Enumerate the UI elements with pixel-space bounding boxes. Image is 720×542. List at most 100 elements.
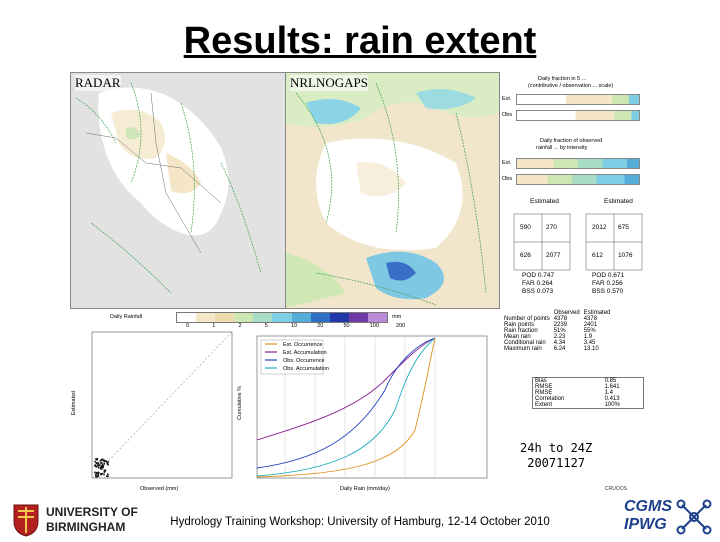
scatter-point bbox=[103, 460, 106, 463]
colorbar-tick-label: 5 bbox=[264, 323, 268, 329]
colorbar-ticks: 0 1 2 5 10 20 50 100 200 bbox=[176, 323, 405, 331]
scatter-point bbox=[99, 467, 102, 470]
stats-cell: 6.24 bbox=[553, 346, 566, 352]
radar-map-graphic bbox=[75, 82, 262, 294]
colorbar: Daily Rainfall 0 1 2 5 10 20 50 100 200 mm bbox=[110, 312, 450, 334]
scatter-point bbox=[102, 466, 104, 469]
cgms-logo-text: CGMS IPWG bbox=[624, 498, 672, 534]
cumulative-plot: Est. Occurrence Est. Accumulation Obs. Occ… bbox=[237, 330, 495, 495]
stats-cell: Rain fraction bbox=[504, 328, 538, 334]
error-cell: Extent bbox=[535, 402, 553, 408]
scatter-point bbox=[106, 473, 109, 476]
stats-table-panel: Observed Estimated Number of points 4378 4… bbox=[502, 310, 645, 352]
stats-cell: 51% bbox=[553, 328, 566, 334]
stats-cell: 3.45 bbox=[583, 340, 596, 346]
radar-map-label: RADAR bbox=[75, 75, 121, 91]
network-icon bbox=[676, 499, 712, 535]
stats-cell: 2.23 bbox=[553, 334, 566, 340]
figure-credit: CRUOOS bbox=[605, 486, 627, 492]
scatter-point bbox=[100, 468, 103, 470]
curve-est-accumulation bbox=[256, 337, 436, 441]
scatter-plot-graphic bbox=[91, 331, 233, 479]
scatter-point bbox=[98, 464, 101, 467]
error-cell: Correlation bbox=[535, 396, 565, 402]
period-line-2: 20071127 bbox=[527, 456, 586, 470]
scatter-point bbox=[103, 463, 106, 465]
period-label: 24h to 24Z 20071127 bbox=[520, 441, 592, 471]
score-right-bss: BSS 0.570 bbox=[592, 288, 624, 295]
cont-left-3: 2077 bbox=[546, 252, 561, 259]
stats-cell: 1.9 bbox=[583, 334, 593, 340]
scatter-point bbox=[97, 465, 99, 467]
colorbar-unit: mm bbox=[392, 314, 402, 320]
cont-right-1: 675 bbox=[618, 224, 629, 231]
stats-cell: 4378 bbox=[583, 316, 598, 322]
stats-header-2: Estimated bbox=[583, 310, 611, 316]
cumulative-legend: Est. Occurrence Est. Accumulation Obs. Occ… bbox=[283, 341, 329, 373]
colorbar-tick-label: 200 bbox=[396, 323, 406, 329]
cont-left-1: 270 bbox=[546, 224, 557, 231]
scatter-point bbox=[94, 471, 96, 474]
scatter-point bbox=[94, 465, 97, 468]
scatter-point bbox=[105, 460, 107, 463]
slide-footer: Hydrology Training Workshop: University … bbox=[170, 516, 550, 528]
radar-map: RADAR bbox=[70, 72, 287, 309]
scatter-point bbox=[103, 470, 106, 473]
colorbar-swatch bbox=[348, 313, 368, 322]
scatter-point bbox=[96, 458, 98, 460]
stats-cell: 2239 bbox=[553, 322, 568, 328]
university-line-2: BIRMINGHAM bbox=[46, 520, 126, 534]
scatter-point bbox=[106, 475, 108, 478]
scatter-point bbox=[100, 466, 102, 469]
scatter-point bbox=[107, 463, 109, 466]
scatter-point bbox=[103, 473, 105, 476]
scatter-point bbox=[100, 473, 102, 476]
scatter-point bbox=[104, 469, 107, 472]
table-row: Mean rain 2.23 1.9 bbox=[502, 334, 612, 340]
cont-right-2: 612 bbox=[592, 252, 603, 259]
colorbar-swatches bbox=[176, 312, 388, 323]
error-cell: RMSE bbox=[535, 390, 553, 396]
stats-cell: 4.34 bbox=[553, 340, 566, 346]
table-row: Rain points 2239 2401 bbox=[502, 322, 612, 328]
stats-table: Observed Estimated Number of points 4378 4… bbox=[502, 310, 612, 352]
stats-cell: Mean rain bbox=[504, 334, 531, 340]
cont-right-0: 2012 bbox=[592, 224, 607, 231]
scatter-point bbox=[100, 462, 103, 464]
bars-title-3: Daily fraction of observed bbox=[540, 138, 603, 144]
cont-right-3: 1076 bbox=[618, 252, 633, 259]
score-left-pod: POD 0.747 bbox=[522, 272, 555, 279]
table-row: Conditional rain 4.34 3.45 bbox=[502, 340, 612, 346]
scatter-point bbox=[95, 462, 98, 464]
bars-title-4: rainfall ... by intensity bbox=[536, 145, 588, 151]
score-right-far: FAR 0.256 bbox=[592, 280, 623, 287]
legend-entry: Obs. Occurrence bbox=[283, 358, 325, 364]
scatter-point bbox=[95, 458, 97, 460]
table-row: Maximum rain 6.24 13.10 bbox=[502, 346, 612, 352]
scatter-point bbox=[95, 473, 97, 476]
colorbar-swatch bbox=[310, 313, 330, 322]
scatter-point bbox=[94, 460, 96, 463]
scatter-point bbox=[107, 461, 109, 464]
scatter-point bbox=[97, 473, 99, 476]
cumulative-plot-graphic bbox=[256, 335, 488, 479]
error-cell: RMSE bbox=[535, 384, 553, 390]
table-row: RMSE 1.641 bbox=[533, 384, 643, 390]
university-name: UNIVERSITY OF BIRMINGHAM bbox=[46, 505, 138, 535]
colorbar-swatch bbox=[329, 313, 349, 322]
stats-header-row: Observed Estimated bbox=[502, 310, 612, 316]
intensity-bars-panel: Daily fraction in 5 ... (contributive / … bbox=[500, 72, 645, 192]
scatter-point bbox=[101, 472, 104, 475]
error-table: Bias 0.85 RMSE 1.641 RMSE 1.4 Correlation 0.… bbox=[533, 378, 643, 408]
scatter-point bbox=[100, 465, 103, 468]
obs-fraction-bar bbox=[516, 110, 640, 121]
est-fraction-bar bbox=[516, 94, 640, 105]
bars-title-1: Daily fraction in 5 ... bbox=[538, 76, 587, 82]
curve-est-occurrence bbox=[256, 337, 436, 478]
scatter-ylabel: Estimated bbox=[71, 390, 78, 416]
colorbar-swatch bbox=[177, 313, 197, 322]
colorbar-swatch bbox=[253, 313, 273, 322]
score-right-pod: POD 0.671 bbox=[592, 272, 625, 279]
legend-entry: Est. Occurrence bbox=[283, 342, 323, 348]
stats-cell: 4378 bbox=[553, 316, 568, 322]
